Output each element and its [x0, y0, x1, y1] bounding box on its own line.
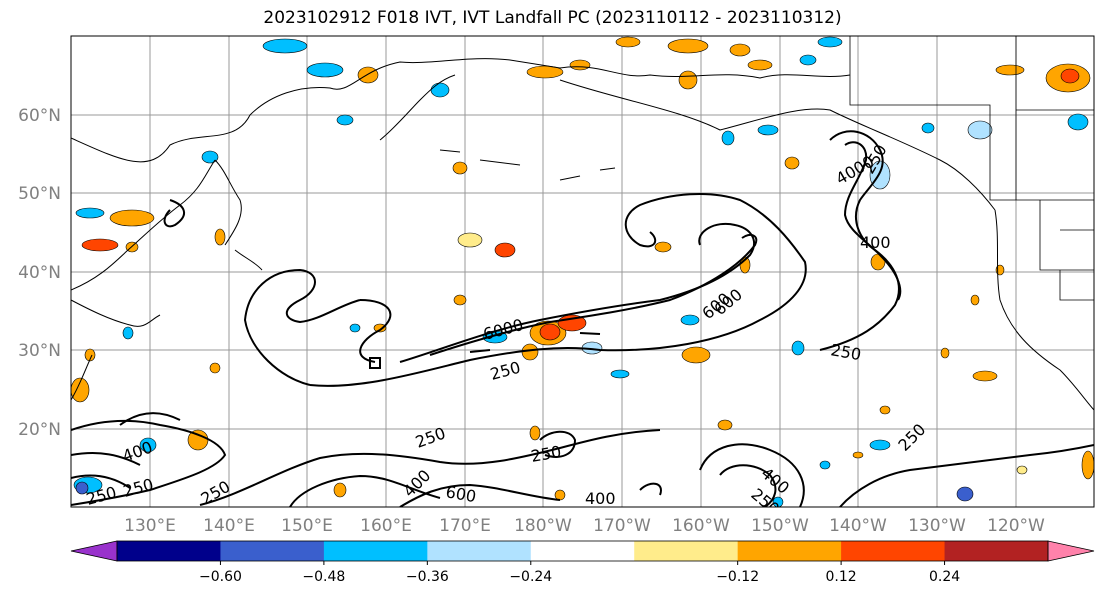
- colorbar-segment: [841, 541, 946, 561]
- lon-label: 150°E: [281, 516, 333, 536]
- lon-label: 160°W: [672, 516, 730, 536]
- lon-label: 130°W: [908, 516, 966, 536]
- map-title: 2023102912 F018 IVT, IVT Landfall PC (20…: [263, 8, 842, 28]
- colorbar-segment: [634, 541, 739, 561]
- lon-label: 140°W: [829, 516, 887, 536]
- lon-label: 160°E: [360, 516, 412, 536]
- lon-label: 150°W: [751, 516, 809, 536]
- lon-label: 170°W: [593, 516, 651, 536]
- colorbar-tick-label: 0.12: [826, 569, 857, 585]
- longitude-labels: 130°E 140°E 150°E 160°E 170°E 180°W 170°…: [124, 516, 1045, 536]
- colorbar-segment: [117, 541, 221, 561]
- colorbar-extend-high: [1047, 540, 1095, 562]
- colorbar-segment: [737, 541, 842, 561]
- colorbar: −0.60 −0.48 −0.36 −0.24 −0.12 0.12 0.24: [70, 540, 1095, 585]
- map-frame: [70, 35, 1095, 508]
- colorbar-extend-low: [70, 540, 118, 562]
- lat-label: 50°N: [18, 184, 61, 204]
- lat-label: 30°N: [18, 341, 61, 361]
- lon-label: 180°W: [514, 516, 572, 536]
- colorbar-tick-label: −0.24: [509, 569, 552, 585]
- gridlines: [71, 36, 1094, 507]
- colorbar-outline: [116, 540, 1049, 562]
- latitude-labels: 60°N 50°N 40°N 30°N 20°N: [18, 106, 61, 440]
- colorbar-segment: [220, 541, 325, 561]
- borders: [849, 36, 1094, 301]
- lat-label: 40°N: [18, 263, 61, 283]
- lon-label: 130°E: [124, 516, 176, 536]
- lon-label: 170°E: [439, 516, 491, 536]
- colorbar-segment: [944, 541, 1049, 561]
- contour-label: 400: [585, 489, 616, 508]
- lon-label: 140°E: [203, 516, 255, 536]
- ivt-contours: [71, 130, 1094, 507]
- colorbar-tick-label: −0.60: [199, 569, 242, 585]
- colorbar-segment: [323, 541, 428, 561]
- coastlines: [71, 58, 1094, 411]
- colorbar-segment: [427, 541, 532, 561]
- lat-label: 20°N: [18, 420, 61, 440]
- lon-label: 120°W: [987, 516, 1045, 536]
- colorbar-tick-label: 0.24: [929, 569, 960, 585]
- colorbar-tick-label: −0.48: [302, 569, 345, 585]
- colorbar-segment: [530, 541, 635, 561]
- lat-label: 60°N: [18, 106, 61, 126]
- colorbar-tick-label: −0.36: [406, 569, 449, 585]
- contour-label: 400: [860, 233, 891, 252]
- colorbar-tick-label: −0.12: [716, 569, 759, 585]
